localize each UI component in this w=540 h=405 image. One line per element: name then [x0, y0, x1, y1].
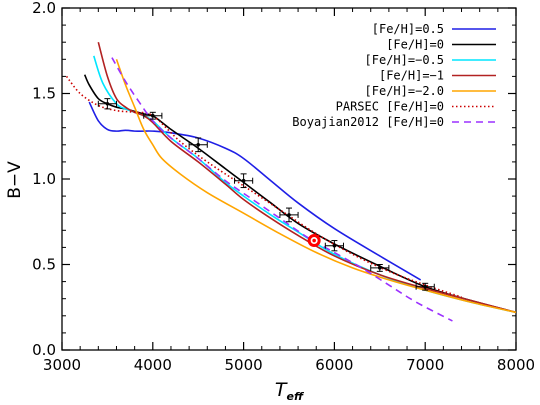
series-line-4 — [115, 59, 516, 314]
y-tick-label: 2.0 — [32, 0, 56, 17]
error-points-layer — [97, 98, 435, 291]
series-line-6 — [111, 57, 453, 322]
x-tick-label: 8000 — [497, 356, 535, 374]
legend-entry: [Fe/H]=−0.5 — [365, 53, 496, 67]
y-axis-title: B−V — [5, 161, 25, 199]
legend-entry: [Fe/H]=0 — [386, 38, 496, 52]
axis-ticks: 3000 4000 5000 6000 7000 8000 0.0 0.5 1.0 1.5 2.0 — [32, 0, 535, 374]
point-marker — [287, 213, 291, 217]
x-axis-title-sub: eff — [286, 390, 304, 403]
y-tick-label: 1.5 — [32, 85, 56, 103]
legend-label: PARSEC [Fe/H]=0 — [336, 100, 444, 114]
legend: [Fe/H]=0.5 [Fe/H]=0[Fe/H]=−0.5 [Fe/H]=−1[F… — [292, 22, 496, 129]
point-marker — [241, 178, 246, 183]
data-point — [143, 111, 163, 120]
legend-label: [Fe/H]=−1 — [379, 69, 444, 83]
data-point — [279, 207, 299, 223]
legend-label: [Fe/H]=0 — [386, 38, 444, 52]
series-line-3 — [97, 41, 516, 314]
legend-label: [Fe/H]=−0.5 — [365, 53, 444, 67]
data-point — [97, 98, 117, 110]
sun-marker — [307, 234, 321, 248]
plot-frame — [61, 7, 517, 351]
legend-label: [Fe/H]=0.5 — [372, 22, 444, 36]
sun-marker-center — [312, 238, 316, 243]
x-tick-label: 5000 — [225, 356, 263, 374]
y-tick-label: 0.5 — [32, 256, 56, 274]
point-marker — [151, 113, 155, 118]
legend-label: Boyajian2012 [Fe/H]=0 — [292, 115, 444, 129]
data-point — [188, 137, 208, 153]
data-point — [234, 173, 254, 189]
x-tick-label: 7000 — [406, 356, 444, 374]
sun-marker-layer — [307, 234, 321, 248]
x-axis-title: Teff — [275, 379, 305, 403]
point-marker — [332, 243, 337, 248]
legend-label: [Fe/H]=−2.0 — [365, 84, 444, 98]
x-axis-title-main: T — [275, 379, 288, 401]
legend-entry: PARSEC [Fe/H]=0 — [336, 100, 496, 114]
series-line-1 — [83, 74, 516, 314]
data-point — [415, 282, 435, 291]
legend-entry: [Fe/H]=−1 — [379, 69, 496, 83]
point-marker — [196, 143, 200, 147]
x-tick-label: 4000 — [134, 356, 172, 374]
y-tick-label: 1.0 — [32, 170, 56, 188]
point-marker — [423, 284, 428, 289]
legend-entry: [Fe/H]=−2.0 — [365, 84, 496, 98]
data-point — [324, 240, 344, 252]
point-marker — [378, 266, 382, 270]
series-line-5 — [65, 75, 462, 298]
x-tick-label: 6000 — [315, 356, 353, 374]
y-tick-label: 0.0 — [32, 341, 56, 359]
x-tick-label: 3000 — [43, 356, 81, 374]
legend-entry: Boyajian2012 [Fe/H]=0 — [292, 115, 496, 129]
series-line-2 — [93, 55, 516, 314]
data-point — [370, 264, 390, 272]
point-marker — [105, 101, 110, 106]
legend-entry: [Fe/H]=0.5 — [372, 22, 496, 36]
series-layer — [65, 41, 516, 322]
